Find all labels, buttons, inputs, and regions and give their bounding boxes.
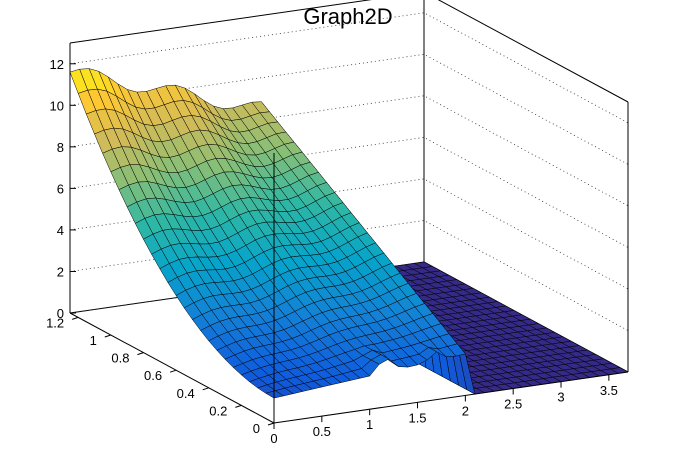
y-tick	[169, 369, 177, 373]
y-tick-label: 0.2	[209, 403, 227, 418]
z-tick-label: 0	[57, 306, 64, 321]
x-tick-label: 1	[366, 417, 373, 432]
z-tick-label: 10	[50, 98, 64, 113]
z-tick-label: 8	[57, 140, 64, 155]
z-grid-line	[69, 136, 629, 248]
box-edge	[69, 0, 372, 44]
x-tick-label: 3.5	[600, 383, 618, 398]
z-tick-label: 4	[57, 223, 64, 238]
box-edge	[437, 0, 629, 103]
y-tick-label: 0.6	[144, 368, 162, 383]
z-grid-line	[69, 95, 629, 207]
z-grid-line	[69, 12, 629, 124]
z-tick-label: 6	[57, 181, 64, 196]
z-tick-label: 12	[50, 57, 64, 72]
chart-title: Graph2D	[303, 4, 393, 29]
y-tick	[267, 422, 275, 426]
y-tick	[137, 352, 144, 356]
z-tick-label: 2	[57, 264, 64, 279]
y-tick-label: 0.4	[177, 386, 195, 401]
axis-line	[69, 312, 275, 424]
x-tick-label: 0.5	[313, 424, 331, 439]
x-tick-label: 2.5	[504, 397, 522, 412]
y-tick-label: 1	[90, 333, 97, 348]
x-tick-label: 2	[462, 403, 469, 418]
x-tick-label: 0	[270, 431, 277, 446]
y-tick	[104, 334, 111, 338]
axis-line	[273, 371, 629, 424]
front-frame	[69, 43, 629, 424]
y-tick-label: 0.8	[111, 351, 129, 366]
z-grid-line	[69, 220, 629, 331]
x-tick-label: 3	[557, 390, 564, 405]
y-tick	[72, 316, 79, 320]
z-grid-line	[69, 53, 629, 165]
x-tick-label: 1.5	[408, 410, 426, 425]
axis-ticks: 0 0.5 1 1.5 2 2.5 3 3.500.20.40.60.811.20246810…	[46, 57, 618, 446]
surface-cell	[265, 390, 285, 399]
y-tick	[202, 387, 209, 391]
y-tick-label: 1.2	[46, 315, 64, 330]
z-grid-line	[69, 178, 629, 290]
surface-mesh	[69, 68, 629, 399]
y-tick	[235, 404, 242, 408]
y-tick-label: 0	[253, 421, 260, 436]
